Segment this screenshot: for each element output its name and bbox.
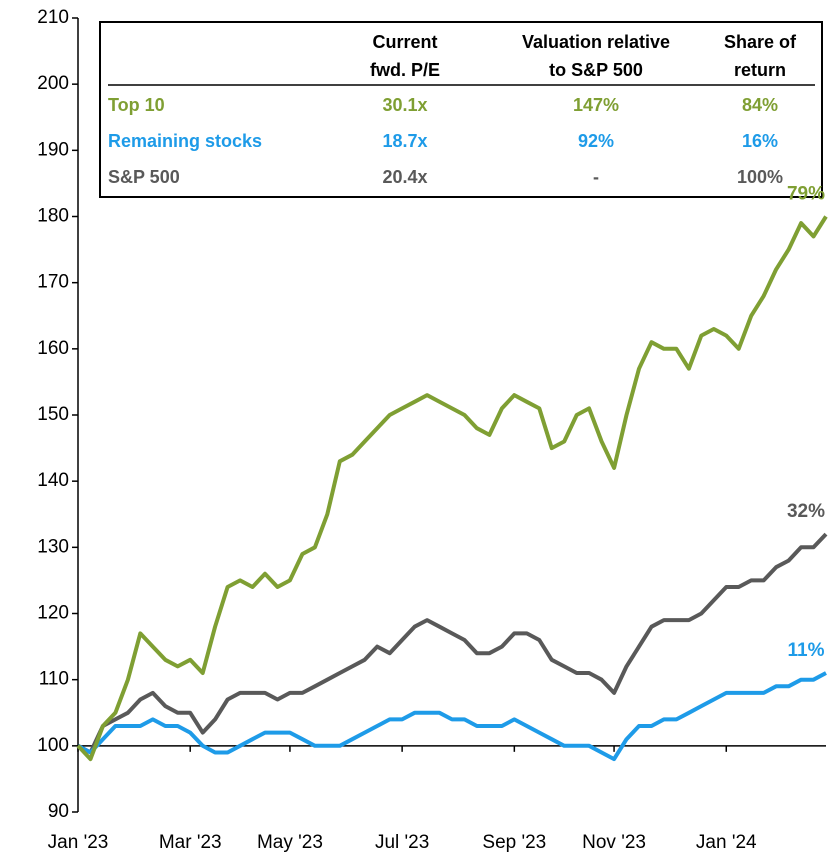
y-tick-label: 110 xyxy=(39,669,69,690)
y-tick-label: 160 xyxy=(37,338,69,359)
y-tick-label: 210 xyxy=(37,7,69,28)
table-cell: 84% xyxy=(742,95,778,115)
table-cell: 18.7x xyxy=(382,131,427,151)
series-line xyxy=(77,671,827,762)
end-label: 32% xyxy=(787,501,825,522)
y-tick-label: 180 xyxy=(37,206,69,227)
table-row-label: Top 10 xyxy=(108,95,165,115)
x-tick-label: May '23 xyxy=(257,832,323,853)
end-label: 11% xyxy=(788,640,825,661)
y-tick-label: 190 xyxy=(37,139,69,160)
x-tick-label: Jul '23 xyxy=(375,832,429,853)
table-header: to S&P 500 xyxy=(549,60,643,80)
table-cell: 30.1x xyxy=(382,95,427,115)
table-cell: 20.4x xyxy=(382,167,427,187)
x-tick-label: Sep '23 xyxy=(482,832,546,853)
table-header: Share of xyxy=(724,32,797,52)
series-line xyxy=(77,532,828,755)
table-box xyxy=(99,21,823,198)
y-tick-label: 170 xyxy=(37,272,69,293)
y-tick-label: 150 xyxy=(37,404,69,425)
end-label: 79% xyxy=(787,184,825,205)
y-tick-label: 200 xyxy=(37,73,69,94)
x-tick-label: Mar '23 xyxy=(159,832,222,853)
table-header: fwd. P/E xyxy=(370,60,440,80)
table-cell: 147% xyxy=(573,95,619,115)
table-row-label: Remaining stocks xyxy=(108,131,262,151)
table-row-label: S&P 500 xyxy=(108,167,180,187)
y-tick-label: 100 xyxy=(37,735,69,756)
table-cell: 92% xyxy=(578,131,614,151)
table-cell: 16% xyxy=(742,131,778,151)
series-line xyxy=(76,215,828,762)
table-header: Current xyxy=(372,32,437,52)
x-tick-label: Nov '23 xyxy=(582,832,646,853)
y-tick-label: 90 xyxy=(48,801,69,822)
table-cell: - xyxy=(593,167,599,187)
table-header: Valuation relative xyxy=(522,32,670,52)
table-header: return xyxy=(734,60,786,80)
y-tick-label: 140 xyxy=(37,470,69,491)
y-tick-label: 130 xyxy=(37,536,69,557)
x-tick-label: Jan '24 xyxy=(696,832,757,853)
table-cell: 100% xyxy=(737,167,783,187)
y-tick-label: 120 xyxy=(37,603,69,624)
x-tick-label: Jan '23 xyxy=(48,832,109,853)
